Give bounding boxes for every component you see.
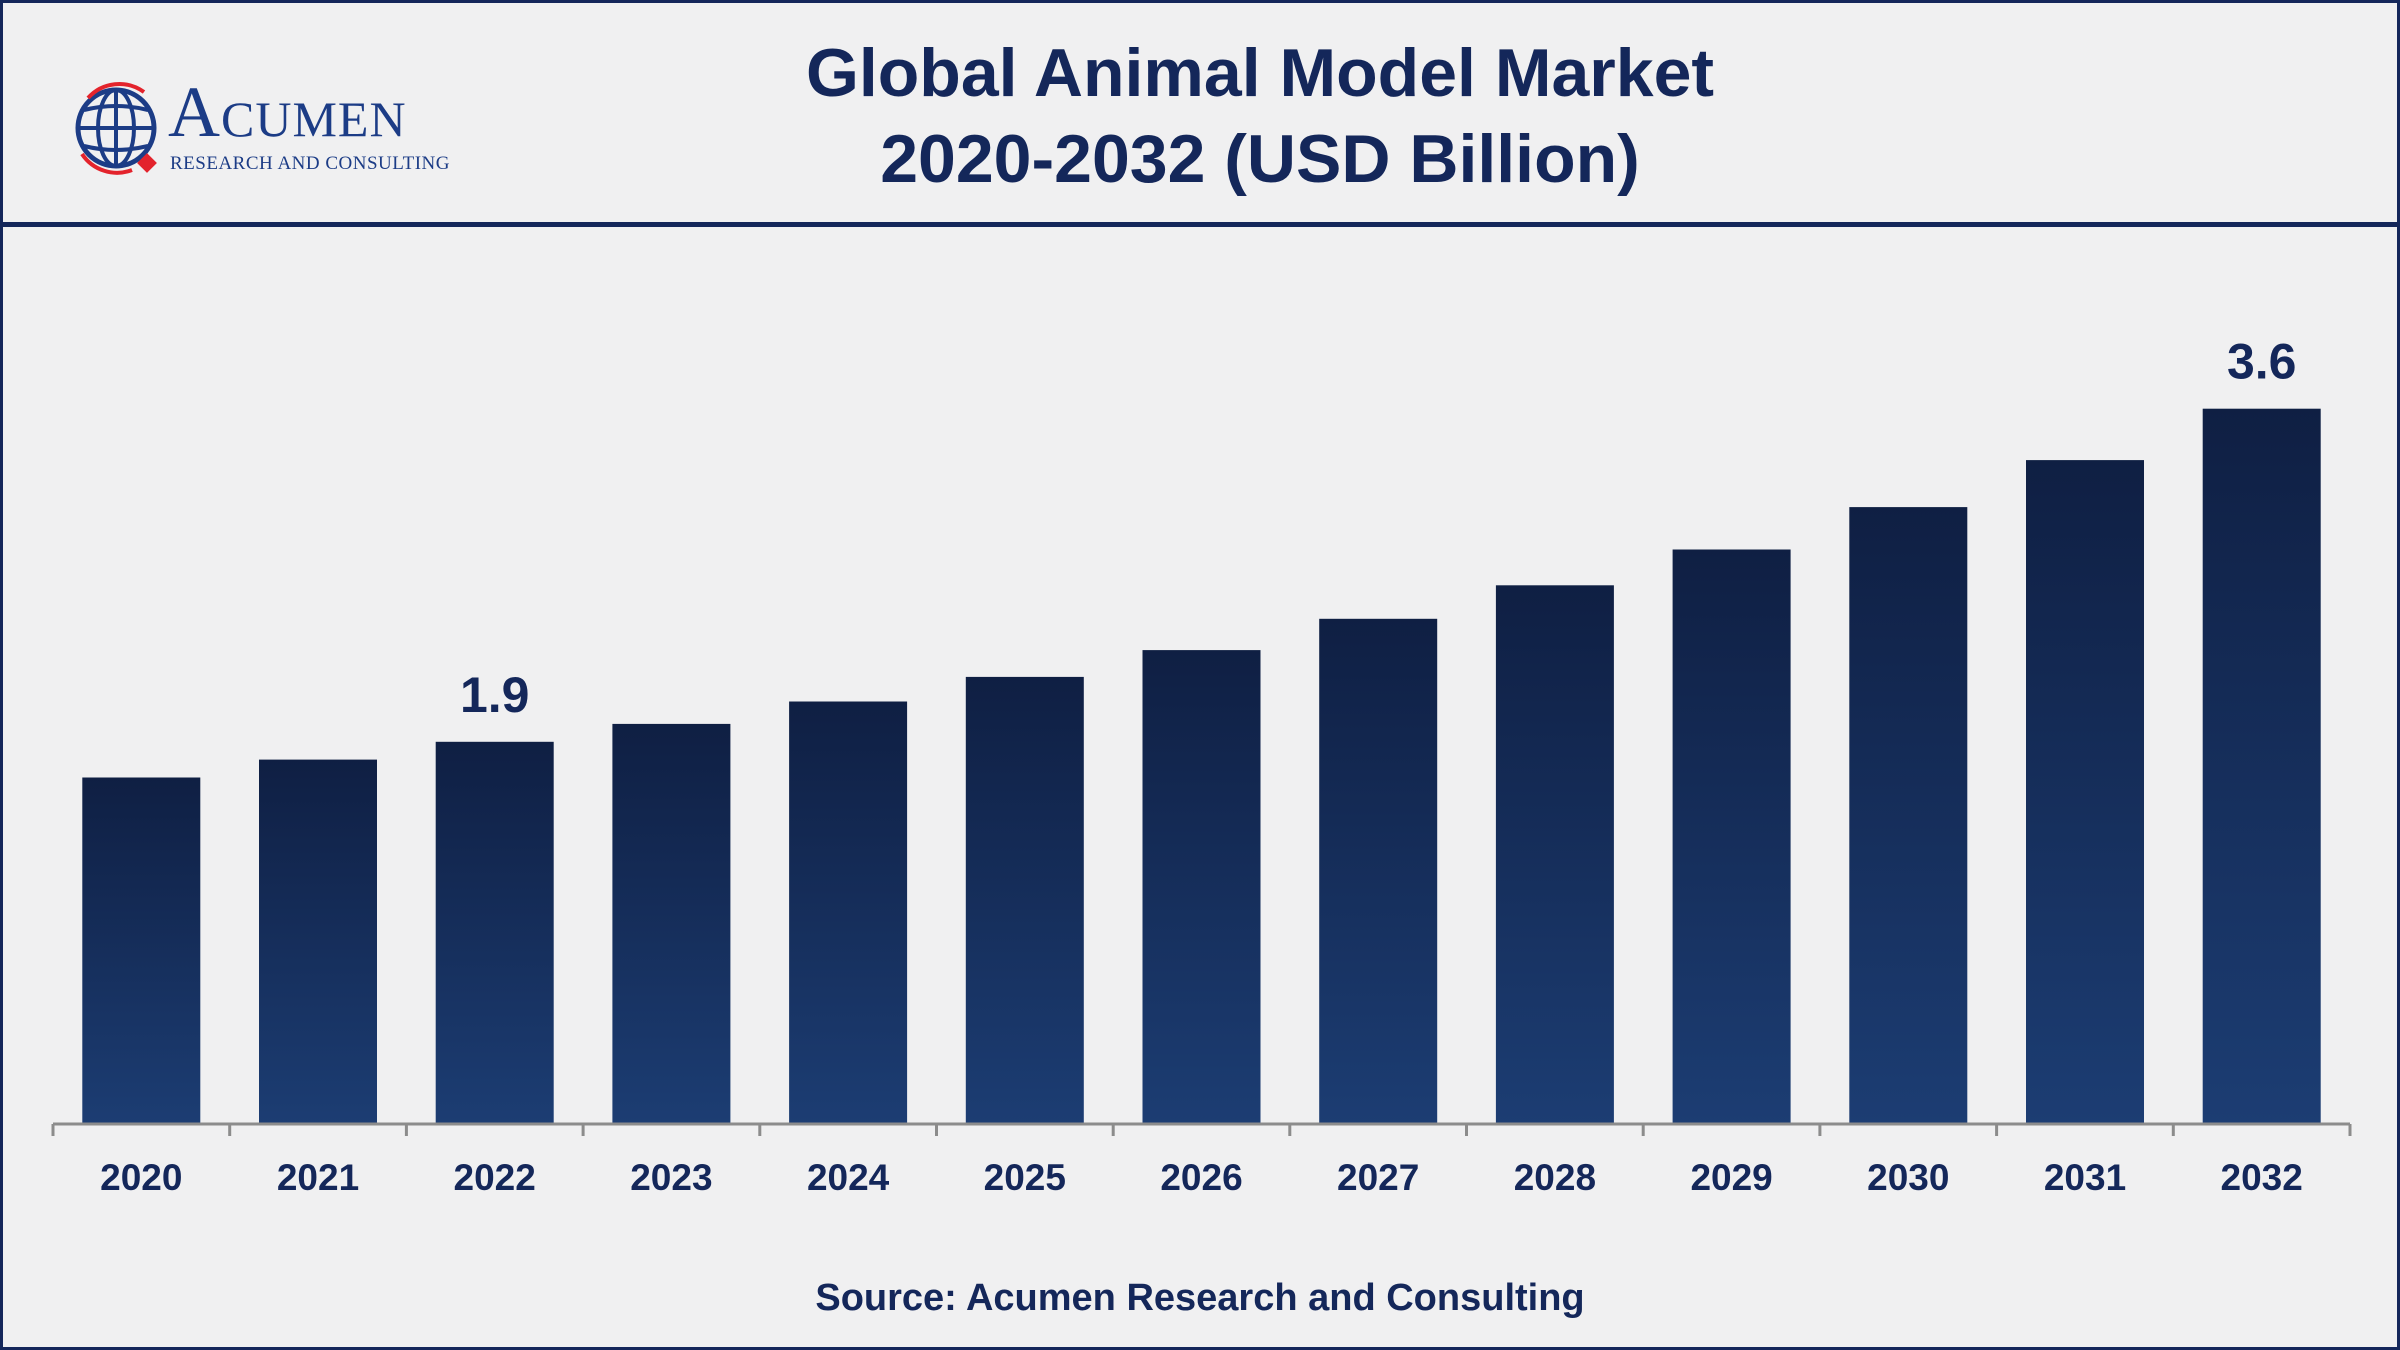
chart-title: Global Animal Model Market 2020-2032 (US… [560, 30, 1960, 202]
x-tick-label-2022: 2022 [454, 1157, 536, 1198]
bar-2027 [1319, 618, 1438, 1124]
data-label-2032: 3.6 [2227, 334, 2297, 390]
x-tick-label-2024: 2024 [807, 1157, 890, 1198]
x-axis [51, 1122, 2352, 1136]
data-label-2022: 1.9 [460, 667, 530, 723]
x-tick-label-2031: 2031 [2044, 1157, 2126, 1198]
bar-2021 [259, 759, 377, 1124]
bar-2025 [965, 676, 1084, 1124]
bar-2024 [789, 701, 908, 1124]
x-tick-label-2021: 2021 [277, 1157, 359, 1198]
x-tick-label-2030: 2030 [1867, 1157, 1949, 1198]
bar-2031 [2026, 460, 2144, 1125]
x-tick-label-2023: 2023 [630, 1157, 712, 1198]
header-divider [0, 222, 2400, 227]
chart-title-line-1: Global Animal Model Market [805, 35, 1715, 111]
bar-2023 [612, 723, 731, 1124]
bar-2020 [82, 777, 201, 1124]
x-tick-label-2020: 2020 [100, 1157, 182, 1198]
x-tick-label-2027: 2027 [1337, 1157, 1419, 1198]
x-tick-label-2029: 2029 [1690, 1157, 1772, 1198]
x-tick-label-2025: 2025 [984, 1157, 1066, 1198]
bar-2028 [1495, 585, 1614, 1124]
x-tick-label-2032: 2032 [2221, 1157, 2303, 1198]
logo-tagline: RESEARCH AND CONSULTING [170, 153, 450, 174]
chart-title-line-2: 2020-2032 (USD Billion) [880, 121, 1640, 197]
x-tick-label-2028: 2028 [1514, 1157, 1596, 1198]
bar-2022 [435, 741, 554, 1124]
x-tick-label-2026: 2026 [1160, 1157, 1242, 1198]
bar-2030 [1849, 507, 1968, 1125]
x-tick-labels: 2020 2021 2022 2023 2024 2025 2026 2027 2028 2029… [100, 1157, 2303, 1198]
logo-wordmark: Acumen [168, 72, 407, 152]
globe-icon [75, 81, 157, 175]
bar-2026 [1142, 650, 1261, 1124]
bar-2029 [1672, 549, 1791, 1124]
bar-series [82, 408, 2321, 1125]
bar-2032 [2202, 408, 2321, 1124]
source-note: Source: Acumen Research and Consulting [815, 1277, 1585, 1319]
acumen-logo: Acumen RESEARCH AND CONSULTING [74, 72, 494, 182]
data-labels: 1.9 3.6 [460, 334, 2297, 723]
